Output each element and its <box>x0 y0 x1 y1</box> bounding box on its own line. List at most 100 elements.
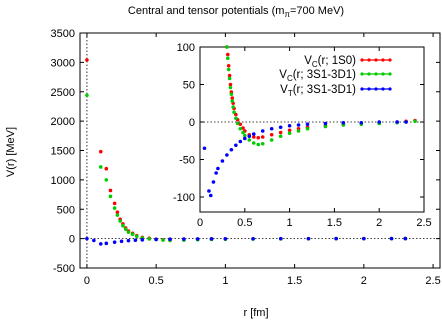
inset-plot-frame <box>199 46 425 213</box>
main-data-point <box>306 236 311 241</box>
legend-swatch-point <box>381 72 385 76</box>
legend-swatch-point <box>374 58 378 62</box>
inset-data-point <box>305 122 310 127</box>
inset-x-tick-label: 1.5 <box>327 217 342 229</box>
main-data-point <box>389 236 394 241</box>
inset-data-point <box>234 116 238 121</box>
main-data-point <box>98 149 103 154</box>
legend-swatch-point <box>388 58 392 62</box>
inset-data-point <box>234 143 238 148</box>
chart-title-main: Central and tensor potentials (m <box>128 5 285 17</box>
legend-swatch-point <box>367 87 371 91</box>
main-data-point <box>112 206 117 210</box>
main-data-point <box>133 238 138 243</box>
inset-data-point <box>260 129 265 133</box>
inset-data-point <box>202 146 207 151</box>
inset-data-point <box>251 141 256 145</box>
main-x-tick-label: 2.5 <box>425 275 440 287</box>
main-data-point <box>112 201 117 206</box>
main-data-point <box>85 93 89 98</box>
legend-swatch-point <box>360 87 364 91</box>
inset-data-point <box>230 96 235 100</box>
inset-data-point <box>211 180 216 184</box>
main-data-point <box>123 227 128 232</box>
inset-data-point <box>216 166 220 171</box>
inset-data-point <box>226 67 231 72</box>
inset-data-point <box>287 123 292 128</box>
legend-label: VT(r; 3S1-3D1) <box>280 84 356 98</box>
main-series-2 <box>85 236 408 246</box>
main-data-point <box>130 232 135 237</box>
inset-y-tick-label: 100 <box>177 42 195 54</box>
legend-label-suffix: (r; 3S1-3D1) <box>293 69 356 81</box>
inset-y-tick-label: -50 <box>179 155 195 167</box>
main-data-point <box>104 166 109 171</box>
legend-swatch-point <box>388 87 392 91</box>
y-axis-title: V(r) [MeV] <box>5 127 17 177</box>
main-y-tick-label: 2500 <box>51 87 75 99</box>
main-data-point <box>251 236 255 241</box>
inset-data-point <box>251 135 256 139</box>
inset-data-point <box>231 105 235 109</box>
main-data-point <box>115 210 120 214</box>
legend-swatch-point <box>381 87 385 91</box>
main-data-point <box>92 238 96 243</box>
main-data-point <box>112 240 117 244</box>
inset-data-point <box>247 138 252 142</box>
inset-data-point <box>256 135 261 140</box>
main-y-tick-label: -500 <box>53 263 75 275</box>
inset-data-point <box>214 171 218 175</box>
main-data-point <box>118 219 122 223</box>
main-data-point <box>108 194 113 199</box>
inset-data-point <box>238 139 243 144</box>
legend-swatch-point <box>374 87 378 91</box>
inset-data-point <box>228 82 233 87</box>
inset-x-tick-label: 1 <box>287 217 293 229</box>
inset-data-point <box>413 119 417 124</box>
inset-data-point <box>226 63 231 68</box>
inset-y-tick-label: -100 <box>173 192 195 204</box>
main-data-point <box>278 236 283 241</box>
inset-data-point <box>227 73 232 78</box>
main-x-tick-label: 0.5 <box>149 275 164 287</box>
inset-data-point <box>296 123 301 127</box>
legend-label-subscript: C <box>312 60 318 69</box>
inset-data-point <box>207 189 211 193</box>
inset-data-point <box>225 56 230 61</box>
main-data-point <box>119 239 124 244</box>
inset-data-point <box>243 133 247 138</box>
inset-x-tick-label: 0 <box>197 217 203 229</box>
inset-data-point <box>225 52 230 57</box>
inset-data-point <box>238 126 243 131</box>
inset-data-point <box>269 132 274 137</box>
legend-swatch-point <box>374 72 378 76</box>
main-x-tick-label: 1.5 <box>287 275 302 287</box>
inset-x-tick-label: 2.5 <box>416 217 431 229</box>
legend-swatch-point <box>381 58 385 62</box>
inset-x-tick-label: 2 <box>376 217 382 229</box>
inset-data-point <box>323 124 328 129</box>
legend-label-subscript: T <box>288 89 293 98</box>
main-data-point <box>104 178 109 182</box>
inset-data-point <box>296 129 301 133</box>
legend-swatch-point <box>367 58 371 62</box>
inset-data-point <box>251 132 256 136</box>
inset-data-point <box>269 138 274 142</box>
main-data-point <box>403 236 408 241</box>
inset-data-point <box>287 128 292 133</box>
main-x-tick-label: 2 <box>361 275 367 287</box>
x-axis-title: r [fm] <box>243 307 268 319</box>
inset-data-point <box>359 120 364 125</box>
main-data-point <box>104 241 109 246</box>
legend-label: VC(r; 1S0) <box>304 55 356 69</box>
inset-data-point <box>305 126 310 131</box>
legend-label-suffix: (r; 1S0) <box>318 55 357 67</box>
inset-data-point <box>341 120 346 125</box>
inset-data-point <box>243 136 247 141</box>
legend-label: VC(r; 3S1-3D1) <box>279 69 356 83</box>
main-data-point <box>126 230 131 234</box>
chart-title-tail: =700 MeV) <box>290 5 344 17</box>
inset-y-tick-label: 0 <box>189 117 195 129</box>
inset-data-point <box>260 141 265 146</box>
